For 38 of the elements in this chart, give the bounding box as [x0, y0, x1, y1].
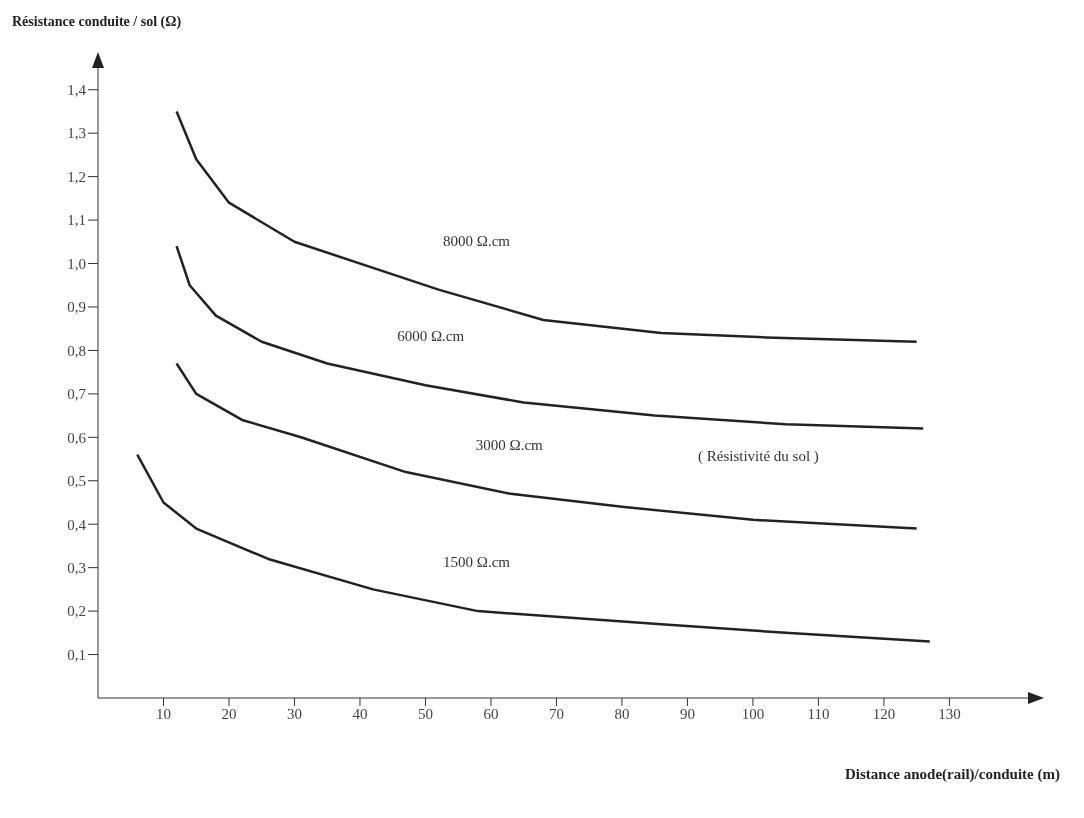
y-tick-label: 0,5 [67, 473, 86, 490]
y-tick-label: 0,1 [67, 646, 86, 663]
x-tick-label: 120 [872, 705, 896, 722]
x-tick-label: 50 [417, 705, 433, 722]
line-series [175, 110, 918, 343]
y-axis-title: Résistance conduite / sol (Ω) [12, 14, 182, 30]
text: 6000 Ω.cm [397, 328, 465, 345]
y-tick-label: 0,2 [67, 603, 86, 620]
x-tick-label: 110 [807, 705, 830, 722]
y-tick-label: 1,4 [67, 82, 87, 99]
x-tick-label: 60 [483, 705, 499, 722]
y-tick-label: 1,2 [67, 168, 86, 185]
y-tick-label: 0,7 [67, 386, 87, 403]
x-tick-label: 130 [938, 705, 961, 722]
x-tick-label: 10 [155, 705, 171, 722]
x-tick-label: 90 [679, 705, 695, 722]
y-tick-label: 1,1 [67, 212, 86, 229]
y-tick-label: 0,9 [67, 299, 86, 316]
x-tick-label: 30 [286, 705, 302, 722]
line-series [175, 362, 918, 530]
y-tick-label: 0,3 [67, 559, 86, 576]
text: 1500 Ω.cm [443, 554, 511, 571]
line-series [136, 453, 932, 643]
y-tick-label: 0,8 [67, 342, 86, 359]
x-tick-label: 80 [614, 705, 630, 722]
x-tick-label: 40 [352, 705, 368, 722]
text: 3000 Ω.cm [475, 437, 544, 454]
y-tick-label: 1,3 [67, 125, 86, 142]
annotation: ( Résistivité du sol ) [698, 448, 819, 465]
x-tick-label: 70 [548, 705, 564, 722]
y-tick-label: 0,4 [67, 516, 87, 533]
x-tick-label: 100 [741, 705, 765, 722]
x-tick-label: 20 [221, 705, 237, 722]
y-tick-label: 1,0 [67, 255, 86, 272]
x-axis-title: Distance anode(rail)/conduite (m) [845, 766, 1060, 783]
y-tick-label: 0,6 [67, 429, 87, 446]
line-series [175, 244, 925, 430]
text: 8000 Ω.cm [443, 232, 511, 249]
